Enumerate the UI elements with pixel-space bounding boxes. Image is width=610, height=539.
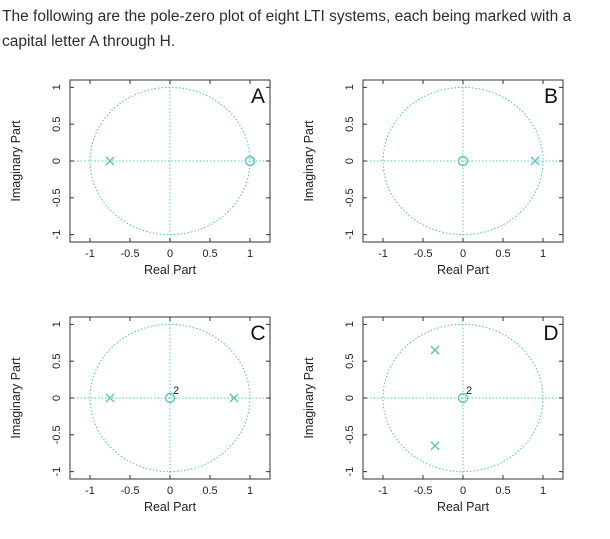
plot-c: -1 -0.5 0 0.5 1 1 0.5 0 -0.5 -1 Real Part Imaginary… [9, 316, 271, 514]
y-tick-label: 0.5 [344, 354, 356, 369]
pole-marker [430, 345, 440, 355]
y-tick-label: -1 [51, 467, 63, 477]
unit-circle [89, 323, 251, 473]
y-tick-label: -1 [51, 230, 63, 240]
x-axis-label: Real Part [144, 500, 197, 514]
y-tick-label: -0.5 [344, 425, 356, 444]
x-tick-label: 0.5 [495, 248, 510, 260]
x-axis-label: Real Part [144, 263, 197, 277]
y-tick-label: 1 [51, 84, 63, 90]
y-tick-label: 1 [344, 84, 356, 90]
pole-marker-stroke [430, 345, 440, 355]
y-axis-label: Imaginary Part [302, 357, 316, 439]
x-tick-label: -1 [378, 485, 388, 497]
pole-marker [105, 393, 115, 403]
x-tick-label: -0.5 [121, 248, 140, 260]
pole-marker-stroke [229, 393, 239, 403]
pole-marker [530, 156, 540, 166]
x-tick-label: 1 [247, 248, 253, 260]
zero-marker [244, 155, 256, 167]
plot-letter-label: C [250, 322, 265, 345]
x-tick-label: 0 [167, 485, 173, 497]
x-tick-label: 1 [540, 248, 546, 260]
y-tick-label: 0.5 [51, 354, 63, 369]
unit-circle [382, 323, 544, 473]
pole-marker-stroke [530, 156, 540, 166]
y-tick-label: 0 [51, 158, 63, 164]
x-tick-label: 1 [247, 485, 253, 497]
y-tick-label: 1 [344, 321, 356, 327]
pole-marker-stroke [105, 393, 115, 403]
x-tick-label: -1 [378, 248, 388, 260]
y-tick-label: -0.5 [51, 188, 63, 207]
x-tick-label: 0.5 [202, 485, 217, 497]
y-tick-label: -1 [344, 467, 356, 477]
plot-b: -1 -0.5 0 0.5 1 1 0.5 0 -0.5 -1 Real Part Imaginary… [302, 79, 564, 277]
y-tick-label: -0.5 [51, 425, 63, 444]
intro-text: The following are the pole-zero plot of … [2, 8, 572, 50]
plot-a: -1 -0.5 0 0.5 1 1 0.5 0 -0.5 -1 Real Part Imaginary… [9, 79, 271, 277]
y-tick-label: 0 [51, 395, 63, 401]
x-tick-label: 0 [460, 248, 466, 260]
x-tick-label: 0.5 [495, 485, 510, 497]
x-tick-label: 0 [460, 485, 466, 497]
plot-letter-label: B [544, 85, 558, 108]
x-tick-label: -1 [85, 485, 95, 497]
x-tick-label: 1 [540, 485, 546, 497]
unit-circle [382, 86, 544, 236]
plot-d: -1 -0.5 0 0.5 1 1 0.5 0 -0.5 -1 Real Part Imaginary… [302, 316, 564, 514]
pole-marker-stroke [430, 441, 440, 451]
x-axis-label: Real Part [437, 263, 490, 277]
y-tick-label: 0.5 [51, 117, 63, 132]
y-axis-label: Imaginary Part [302, 120, 316, 202]
y-tick-label: 0 [344, 395, 356, 401]
pole-marker-stroke [105, 156, 115, 166]
x-tick-label: 0.5 [202, 248, 217, 260]
zero-marker [457, 155, 469, 167]
x-tick-label: 0 [167, 248, 173, 260]
zero-marker [457, 392, 469, 404]
pole-marker [430, 441, 440, 451]
y-tick-label: 0 [344, 158, 356, 164]
x-tick-label: -0.5 [121, 485, 140, 497]
y-axis-label: Imaginary Part [9, 120, 23, 202]
y-axis-label: Imaginary Part [9, 357, 23, 439]
pole-marker [229, 393, 239, 403]
pole-marker [105, 156, 115, 166]
multiplicity-label: 2 [173, 385, 179, 397]
zero-marker [164, 392, 176, 404]
x-axis-label: Real Part [437, 500, 490, 514]
unit-circle [89, 86, 251, 236]
x-tick-label: -1 [85, 248, 95, 260]
y-tick-label: -1 [344, 230, 356, 240]
y-tick-label: 1 [51, 321, 63, 327]
x-tick-label: -0.5 [414, 485, 433, 497]
y-tick-label: -0.5 [344, 188, 356, 207]
x-tick-label: -0.5 [414, 248, 433, 260]
y-tick-label: 0.5 [344, 117, 356, 132]
multiplicity-label: 2 [466, 385, 472, 397]
plot-letter-label: A [251, 85, 265, 108]
plot-letter-label: D [543, 322, 558, 345]
